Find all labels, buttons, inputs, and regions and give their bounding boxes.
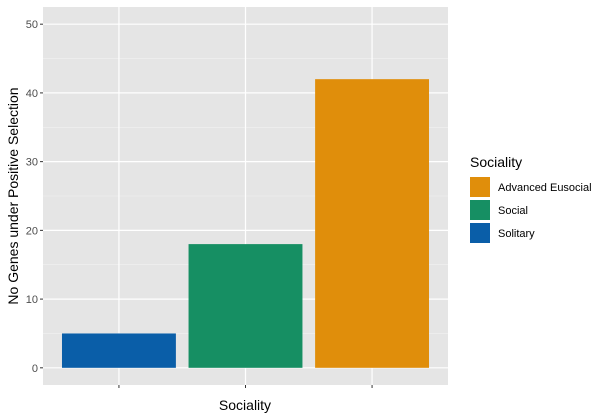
- legend-key-advanced-eusocial: [470, 177, 490, 197]
- legend-label: Solitary: [498, 228, 535, 240]
- bar-solitary: [61, 333, 176, 368]
- bars: [61, 79, 430, 368]
- legend-key-solitary: [470, 223, 490, 243]
- legend-label: Advanced Eusocial: [498, 182, 592, 194]
- legend-title: Sociality: [470, 154, 522, 170]
- x-axis: [118, 385, 373, 388]
- x-axis-title: Sociality: [219, 397, 271, 413]
- legend: Sociality Advanced Eusocial Social Solitar…: [470, 154, 592, 243]
- legend-label: Social: [498, 205, 528, 217]
- bar-social: [188, 244, 303, 368]
- y-axis: 0 10 20 30 40 50: [26, 19, 43, 375]
- y-tick-label: 10: [26, 294, 38, 306]
- bar-advanced-eusocial: [315, 79, 430, 368]
- legend-items: Advanced Eusocial Social Solitary: [470, 177, 592, 243]
- y-tick-label: 30: [26, 157, 38, 169]
- y-tick-label: 0: [32, 363, 38, 375]
- y-tick-label: 20: [26, 225, 38, 237]
- y-axis-title: No Genes under Positive Selection: [5, 87, 21, 304]
- legend-key-social: [470, 200, 490, 220]
- y-tick-label: 40: [26, 88, 38, 100]
- y-tick-label: 50: [26, 19, 38, 31]
